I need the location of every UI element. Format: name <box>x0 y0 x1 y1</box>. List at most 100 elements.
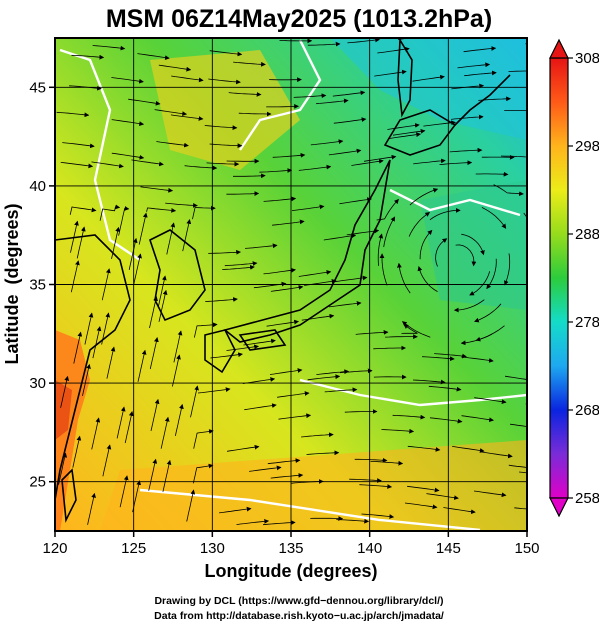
streamline-149 <box>373 345 407 351</box>
streamline-202 <box>270 473 304 479</box>
streamline-172 <box>190 385 199 418</box>
coast-shikoku <box>238 329 287 351</box>
coast-sakhalin <box>397 38 413 118</box>
streamline-57 <box>91 161 124 169</box>
streamline-106 <box>334 275 368 283</box>
streamline-43 <box>111 152 145 160</box>
streamline-87 <box>182 219 192 252</box>
streamline-84 <box>70 220 79 253</box>
colorbar-label-288: 288 <box>575 226 599 243</box>
streamline-126 <box>84 312 94 345</box>
streamline-118 <box>270 285 304 292</box>
cool-region-pacific <box>420 180 527 310</box>
streamline-38 <box>423 120 456 127</box>
streamline-0 <box>71 54 105 60</box>
streamline-40 <box>478 96 511 102</box>
streamline-108 <box>419 229 433 260</box>
streamline-112 <box>70 260 80 293</box>
streamline-157 <box>172 354 181 387</box>
colorbar-top-triangle <box>549 38 569 59</box>
streamline-2 <box>137 53 170 60</box>
streamline-148 <box>339 368 373 374</box>
streamline-68 <box>475 171 509 177</box>
streamline-214 <box>219 506 252 514</box>
streamline-181 <box>509 423 527 427</box>
streamline-201 <box>249 465 282 472</box>
streamline-3 <box>158 64 192 72</box>
y-axis-title: Latitude (degrees) <box>2 203 22 364</box>
streamline-33 <box>238 111 272 117</box>
streamline-122 <box>397 262 411 294</box>
streamline-154 <box>82 363 91 396</box>
streamline-216 <box>262 520 296 526</box>
streamline-220 <box>404 502 438 510</box>
streamline-44 <box>131 159 164 167</box>
streamline-67 <box>439 160 473 166</box>
streamline-180 <box>461 415 494 423</box>
streamline-125 <box>474 303 502 323</box>
streamline-177 <box>381 428 415 434</box>
colorbar-label-278: 278 <box>575 314 599 331</box>
streamline-121 <box>379 253 388 286</box>
streamline-12 <box>463 46 497 53</box>
warm-region-manchuria <box>150 50 300 170</box>
streamline-23 <box>374 69 407 77</box>
streamline-50 <box>328 148 362 156</box>
streamline-173 <box>244 403 277 411</box>
y-tick-label-25: 25 <box>29 474 46 491</box>
y-tick-label-35: 35 <box>29 277 46 294</box>
streamline-90 <box>272 219 305 226</box>
streamline-30 <box>154 109 188 116</box>
streamline-22 <box>332 90 366 97</box>
streamline-5 <box>233 61 266 67</box>
streamline-78 <box>339 197 372 205</box>
streamline-188 <box>267 458 301 465</box>
streamline-99 <box>111 226 120 259</box>
streamline-183 <box>91 417 101 450</box>
x-tick-label-145: 145 <box>436 540 461 557</box>
streamline-79 <box>376 198 399 221</box>
streamline-199 <box>162 459 172 492</box>
streamline-19 <box>228 92 262 97</box>
streamline-200 <box>192 463 214 484</box>
streamline-55 <box>500 155 527 158</box>
streamline-162 <box>324 387 358 393</box>
streamline-107 <box>377 233 384 266</box>
streamline-144 <box>210 352 243 359</box>
streamline-178 <box>392 414 426 420</box>
streamline-17 <box>171 75 204 83</box>
streamline-51 <box>388 132 422 139</box>
streamline-81 <box>429 208 461 221</box>
streamline-102 <box>222 265 255 270</box>
streamline-158 <box>197 387 231 394</box>
wind-streamlines <box>56 38 527 531</box>
streamline-34 <box>266 104 299 109</box>
streamline-192 <box>407 445 441 452</box>
streamline-64 <box>351 158 384 166</box>
y-axis: 25 30 35 40 45 <box>29 79 55 491</box>
streamline-92 <box>346 228 380 236</box>
streamline-152 <box>461 356 494 363</box>
coast-korea <box>149 229 206 322</box>
streamline-62 <box>259 168 293 173</box>
x-axis: 120 125 130 135 140 145 150 <box>42 531 540 557</box>
streamline-174 <box>278 413 312 420</box>
streamline-11 <box>457 62 491 69</box>
streamline-145 <box>226 344 259 351</box>
streamline-72 <box>146 207 177 213</box>
streamline-49 <box>310 139 344 146</box>
streamline-104 <box>263 267 296 275</box>
streamline-93 <box>383 216 396 248</box>
streamline-94 <box>408 212 431 237</box>
streamline-175 <box>301 432 334 438</box>
streamline-128 <box>149 296 158 329</box>
streamline-70 <box>69 206 97 215</box>
streamline-213 <box>186 489 196 522</box>
streamline-207 <box>426 493 459 500</box>
streamline-197 <box>102 444 112 477</box>
y-tick-label-30: 30 <box>29 375 46 392</box>
streamline-136 <box>401 324 418 334</box>
streamline-209 <box>519 471 527 474</box>
streamline-95 <box>455 244 477 267</box>
